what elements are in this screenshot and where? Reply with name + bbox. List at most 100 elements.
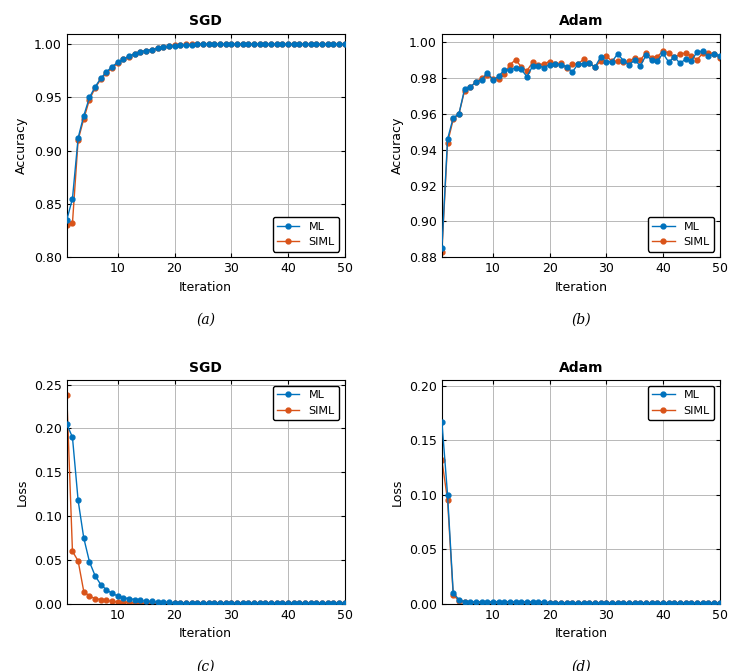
ML — [630, 56, 639, 64]
SIML — [324, 599, 332, 607]
SIML — [466, 599, 475, 607]
SIML — [318, 599, 326, 607]
SIML — [193, 599, 202, 607]
SIML — [597, 599, 605, 607]
ML — [681, 599, 690, 607]
ML — [301, 599, 309, 607]
SIML — [272, 599, 281, 607]
SIML — [119, 598, 128, 606]
SIML — [715, 54, 724, 62]
SIML — [301, 40, 309, 48]
SIML — [79, 115, 88, 123]
ML — [159, 598, 168, 606]
ML — [692, 599, 701, 607]
SIML — [165, 42, 174, 50]
SIML — [585, 599, 594, 607]
SIML — [215, 40, 224, 48]
SIML — [613, 57, 622, 65]
SIML — [249, 599, 258, 607]
SIML — [278, 599, 286, 607]
ML — [574, 60, 582, 68]
SIML — [597, 56, 605, 64]
ML — [551, 599, 559, 607]
ML — [556, 61, 565, 69]
Title: SGD: SGD — [189, 14, 222, 28]
ML — [131, 595, 139, 603]
SIML — [272, 40, 281, 48]
SIML — [260, 599, 269, 607]
ML — [221, 599, 230, 607]
SIML — [681, 49, 690, 57]
ML — [528, 62, 537, 70]
SIML — [687, 52, 696, 60]
ML — [466, 598, 475, 606]
SIML — [517, 599, 526, 607]
ML — [511, 598, 520, 606]
ML — [636, 62, 645, 70]
SIML — [227, 40, 236, 48]
ML — [193, 599, 202, 607]
ML — [483, 598, 492, 606]
SIML — [142, 46, 151, 54]
ML — [119, 594, 128, 602]
SIML — [659, 47, 668, 55]
ML — [597, 53, 605, 61]
ML — [91, 83, 99, 91]
ML — [312, 599, 321, 607]
SIML — [210, 40, 219, 48]
ML — [295, 599, 303, 607]
ML — [108, 62, 116, 70]
ML — [698, 47, 707, 55]
SIML — [545, 599, 554, 607]
SIML — [438, 248, 447, 256]
ML — [636, 599, 645, 607]
SIML — [324, 40, 332, 48]
SIML — [551, 60, 559, 68]
SIML — [608, 599, 617, 607]
ML — [79, 111, 88, 119]
SIML — [306, 40, 315, 48]
SIML — [676, 599, 685, 607]
Y-axis label: Loss: Loss — [390, 478, 404, 506]
ML — [659, 50, 668, 58]
SIML — [215, 599, 224, 607]
ML — [329, 599, 338, 607]
SIML — [676, 50, 685, 58]
ML — [266, 599, 275, 607]
ML — [170, 42, 179, 50]
SIML — [73, 557, 82, 565]
SIML — [312, 40, 321, 48]
SIML — [602, 52, 611, 60]
ML — [454, 595, 463, 603]
SIML — [249, 40, 258, 48]
ML — [698, 599, 707, 607]
ML — [68, 433, 77, 442]
ML — [125, 595, 134, 603]
SIML — [244, 599, 253, 607]
ML — [329, 40, 338, 48]
SIML — [193, 40, 202, 48]
SIML — [471, 599, 480, 607]
ML — [585, 59, 594, 67]
SIML — [176, 599, 185, 607]
ML — [664, 58, 673, 66]
ML — [193, 40, 202, 48]
SIML — [260, 40, 269, 48]
SIML — [266, 599, 275, 607]
SIML — [210, 599, 219, 607]
SIML — [62, 391, 71, 399]
SIML — [505, 60, 514, 68]
Line: ML: ML — [439, 49, 722, 251]
ML — [488, 598, 497, 606]
SIML — [533, 599, 542, 607]
SIML — [125, 598, 134, 606]
ML — [215, 599, 224, 607]
ML — [681, 55, 690, 63]
ML — [306, 40, 315, 48]
ML — [574, 599, 582, 607]
ML — [255, 40, 264, 48]
ML — [443, 135, 452, 143]
ML — [709, 50, 718, 58]
ML — [687, 56, 696, 64]
SIML — [630, 599, 639, 607]
